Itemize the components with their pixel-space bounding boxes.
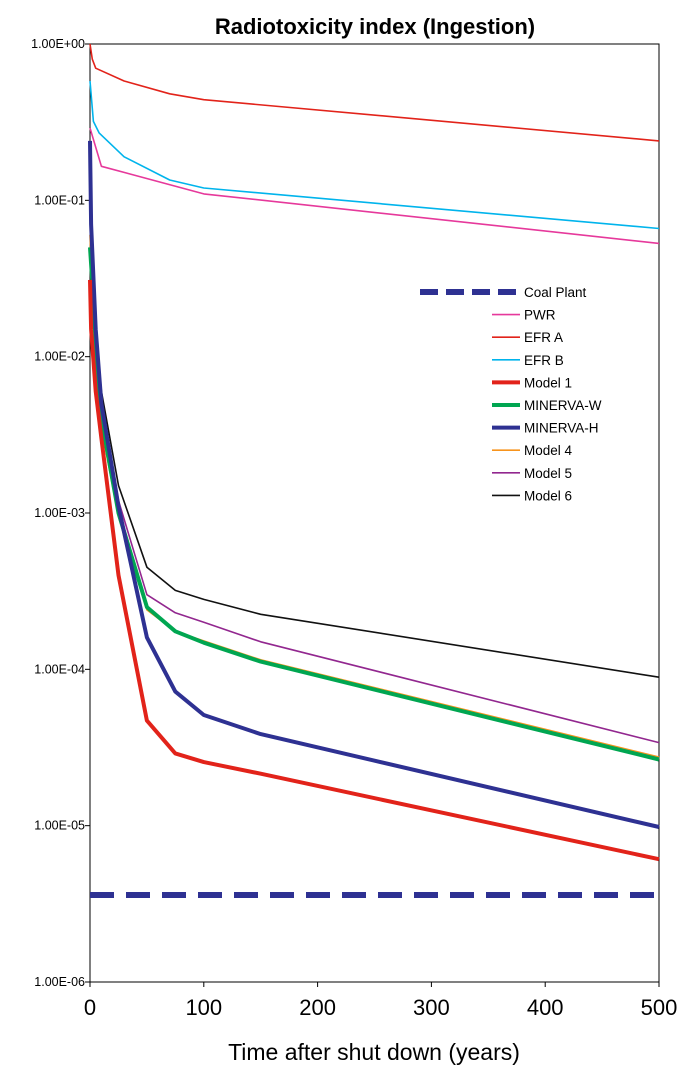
series-line-model-4 bbox=[89, 234, 660, 758]
y-tick-label: 1.00E-06 bbox=[34, 975, 85, 989]
x-tick-label: 200 bbox=[299, 995, 336, 1020]
y-tick-label: 1.00E-02 bbox=[34, 350, 85, 364]
legend-label: Model 6 bbox=[524, 488, 572, 503]
y-axis: 1.00E+00 1.00E-01 1.00E-02 1.00E-03 1.00E-04… bbox=[31, 37, 90, 989]
series-line-model-5 bbox=[89, 200, 660, 744]
series-line-minerva-h bbox=[88, 140, 660, 829]
x-tick-label: 0 bbox=[84, 995, 96, 1020]
legend-label: Model 1 bbox=[524, 375, 572, 390]
y-tick-label: 1.00E-04 bbox=[34, 662, 85, 676]
series-line-model-6 bbox=[89, 211, 660, 678]
y-tick-label: 1.00E+00 bbox=[31, 37, 85, 51]
series-line-minerva-w bbox=[88, 247, 660, 762]
legend-label: Model 5 bbox=[524, 466, 572, 481]
legend-label: MINERVA-W bbox=[524, 398, 602, 413]
x-tick-label: 500 bbox=[641, 995, 678, 1020]
y-tick-label: 1.00E-05 bbox=[34, 819, 85, 833]
legend-label: Coal Plant bbox=[524, 285, 587, 300]
legend-label: EFR B bbox=[524, 353, 564, 368]
y-tick-label: 1.00E-01 bbox=[34, 193, 85, 207]
x-tick-label: 300 bbox=[413, 995, 450, 1020]
legend-label: EFR A bbox=[524, 330, 563, 345]
legend-label: MINERVA-H bbox=[524, 421, 599, 436]
series-layer bbox=[88, 43, 660, 898]
y-tick-label: 1.00E-03 bbox=[34, 506, 85, 520]
legend-label: Model 4 bbox=[524, 443, 573, 458]
x-tick-label: 400 bbox=[527, 995, 564, 1020]
chart-title: Radiotoxicity index (Ingestion) bbox=[215, 14, 535, 39]
x-tick-label: 100 bbox=[185, 995, 222, 1020]
series-line-efr-b bbox=[89, 80, 660, 230]
series-line-efr-a bbox=[89, 43, 660, 142]
x-axis-label: Time after shut down (years) bbox=[228, 1039, 520, 1065]
series-line-pwr bbox=[89, 127, 660, 245]
x-axis: 0 100 200 300 400 500 bbox=[84, 982, 677, 1020]
legend-label: PWR bbox=[524, 308, 556, 323]
series-line-model-1 bbox=[88, 279, 660, 862]
legend: Coal Plant PWR EFR A EFR B Model 1 MINERVA-W M… bbox=[420, 285, 602, 503]
